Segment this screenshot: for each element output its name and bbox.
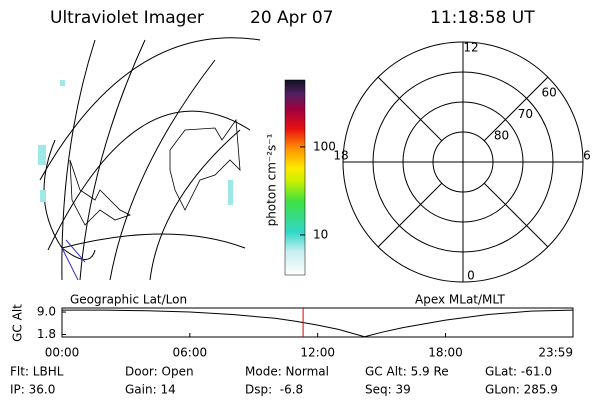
spoke — [483, 76, 549, 142]
colorbar-label: photon cm⁻²s⁻¹ — [265, 133, 279, 226]
spoke — [377, 182, 443, 248]
info-field: Dsp: -6.8 — [245, 383, 303, 397]
x-tick-label: 12:00 — [300, 346, 335, 360]
lat-label: 80 — [494, 129, 509, 143]
spoke — [483, 182, 549, 248]
title: Ultraviolet Imager — [50, 8, 204, 28]
info-field: GC Alt: 5.9 Re — [365, 365, 449, 379]
polar-plot: 0 6 12 18 80 70 60 — [333, 41, 591, 283]
hour-label: 12 — [463, 41, 478, 55]
info-field: Flt: LBHL — [10, 365, 64, 379]
hour-label: 18 — [333, 149, 348, 163]
hour-label: 6 — [583, 149, 591, 163]
x-tick-label: 23:59 — [538, 346, 573, 360]
alt-line — [62, 309, 573, 338]
geo-map — [39, 37, 261, 281]
info-field: Door: Open — [125, 365, 194, 379]
info-field: GLat: -61.0 — [485, 365, 552, 379]
y-tick-label: 1.8 — [37, 327, 56, 341]
colorbar-tick-label: 10 — [313, 227, 328, 241]
hour-label: 0 — [467, 269, 475, 283]
apex-label: Apex MLat/MLT — [415, 293, 505, 307]
y-axis-label: GC Alt — [11, 304, 25, 342]
lat-label: 60 — [542, 85, 557, 99]
x-tick-label: 18:00 — [428, 346, 463, 360]
aurora-speckle — [38, 80, 233, 205]
colorbar-tick-label: 100 — [313, 139, 336, 153]
date: 20 Apr 07 — [250, 8, 333, 28]
x-tick-label: 06:00 — [173, 346, 208, 360]
info-field: Gain: 14 — [125, 383, 176, 397]
info-field: Seq: 39 — [365, 383, 411, 397]
info-field: GLon: 285.9 — [485, 383, 558, 397]
colorbar — [284, 79, 306, 276]
info-field: Mode: Normal — [245, 365, 329, 379]
info-field: IP: 36.0 — [10, 383, 55, 397]
geo-label: Geographic Lat/Lon — [70, 293, 187, 307]
alt-plot: 9.0 1.8 00:00 06:00 12:00 18:00 23:59 — [37, 305, 574, 360]
colorbar-ticks: 10 100 — [300, 139, 336, 241]
alt-plot-frame — [61, 307, 574, 338]
time: 11:18:58 UT — [430, 8, 535, 28]
spoke — [377, 76, 443, 142]
y-tick-label: 9.0 — [37, 305, 56, 319]
lat-label: 70 — [518, 107, 533, 121]
info-table: Flt: LBHL Door: Open Mode: Normal GC Alt: 5… — [10, 365, 558, 397]
x-tick-label: 00:00 — [45, 346, 80, 360]
